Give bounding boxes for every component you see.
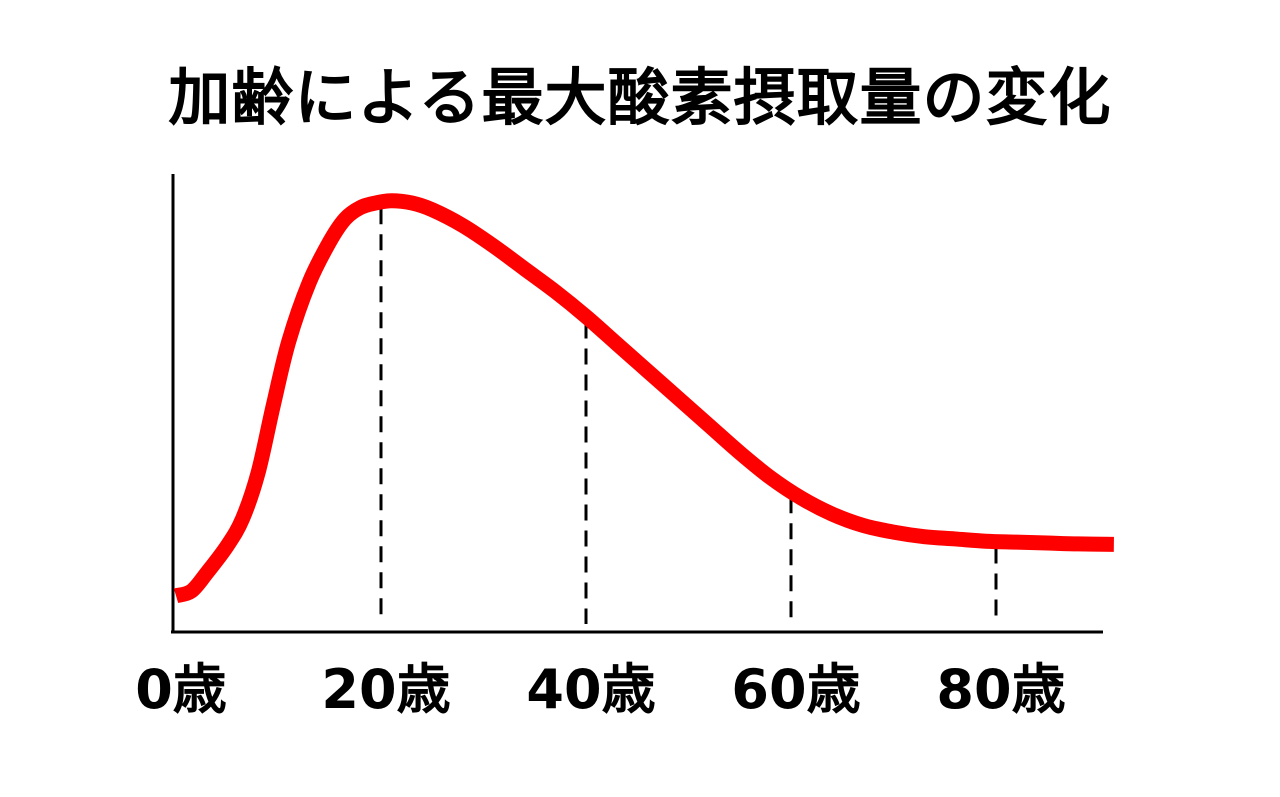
x-tick-label-0: 0歳 bbox=[135, 658, 227, 721]
reference-lines bbox=[379, 208, 998, 624]
series-layer bbox=[173, 193, 1114, 604]
x-tick-label-20: 20歳 bbox=[321, 658, 450, 721]
series-line-0 bbox=[173, 193, 1114, 604]
x-tick-label-40: 40歳 bbox=[526, 658, 655, 721]
axes bbox=[171, 174, 1103, 634]
x-tick-labels: 0歳 20歳 40歳 60歳 80歳 bbox=[135, 658, 1065, 721]
x-tick-label-60: 60歳 bbox=[731, 658, 860, 721]
chart-title: 加齢による最大酸素摂取量の変化 bbox=[168, 61, 1112, 134]
x-tick-label-80: 80歳 bbox=[936, 658, 1065, 721]
